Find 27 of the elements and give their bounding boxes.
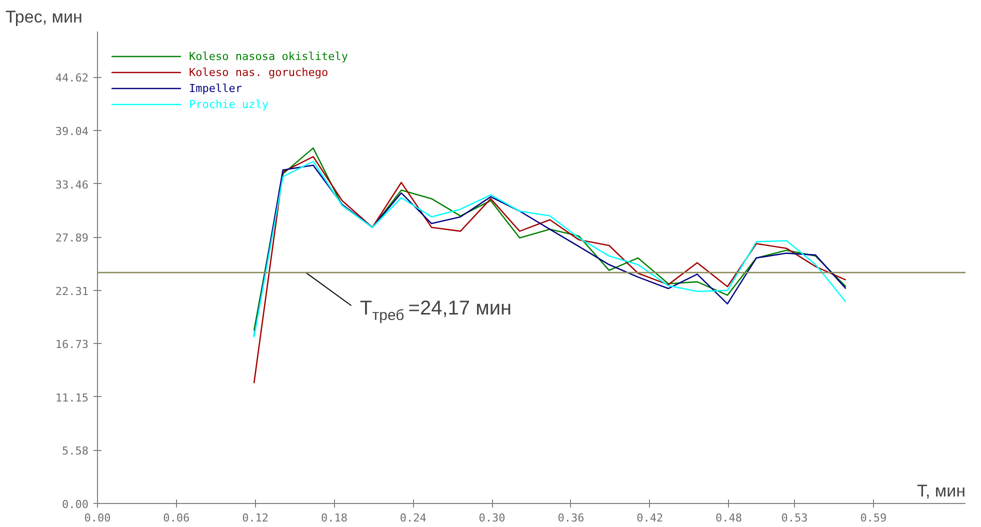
x-tick-label: 0.42 [636, 512, 664, 524]
text: Koleso nasosa okislitely [189, 49, 348, 63]
x-tick-label: 0.36 [558, 512, 584, 524]
y-tick-label: 27.89 [55, 232, 89, 245]
y-tick-label: 39.04 [55, 124, 89, 138]
y-tick-label: 0.00 [62, 498, 89, 511]
text: Impeller [189, 81, 242, 95]
line-series [253, 156, 846, 384]
y-tick-label: 11.15 [55, 391, 89, 404]
y-tick-label: 44.62 [55, 72, 89, 85]
y-axis-title: Трес, мин [6, 8, 82, 26]
x-axis-title: T, мин [916, 482, 966, 500]
y-tick-label: 22.31 [55, 284, 89, 298]
x-tick-label: 0.53 [781, 512, 808, 524]
x-tick-label: 0.00 [84, 512, 111, 524]
x-tick-label: 0.24 [400, 512, 427, 524]
x-tick-label: 0.48 [716, 512, 742, 524]
y-tick-label: 5.58 [62, 444, 89, 458]
text: Koleso nas. goruchego [189, 65, 328, 79]
y-tick-label: 33.46 [55, 178, 89, 192]
y-tick-label: 16.73 [55, 338, 89, 352]
x-tick-label: 0.18 [320, 512, 348, 524]
x-tick-label: 0.59 [860, 512, 887, 524]
x-tick-label: 0.30 [478, 512, 506, 524]
x-tick-label: 0.06 [163, 512, 190, 524]
text: Prochie uzly [189, 97, 268, 111]
x-tick-label: 0.12 [242, 512, 269, 524]
